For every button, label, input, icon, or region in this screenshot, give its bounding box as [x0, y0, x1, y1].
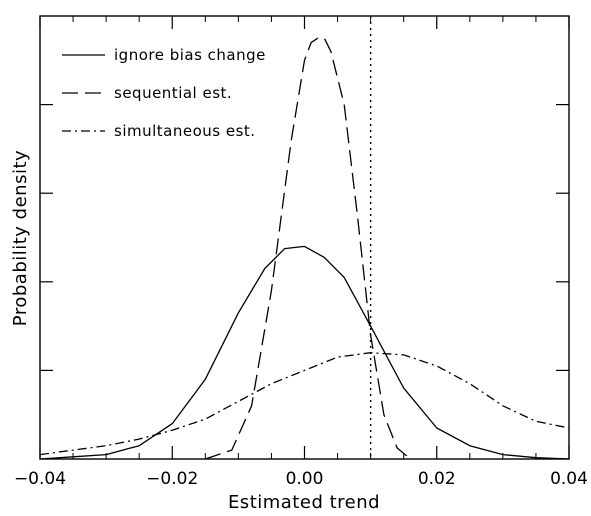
density-curves [39, 37, 570, 460]
plot-frame [39, 15, 570, 460]
x-axis-label: Estimated trend [228, 492, 380, 513]
x-tick-label: −0.02 [146, 469, 198, 489]
axis-ticks: −0.04 −0.02 0.00 0.02 0.04 [14, 16, 588, 489]
y-axis-label: Probability density [10, 150, 31, 326]
legend: ignore bias change sequential est. simulta… [62, 46, 266, 140]
series-line-3 [39, 352, 570, 456]
legend-label: sequential est. [114, 84, 232, 102]
series-line-1 [39, 245, 570, 460]
x-tick-label: 0.02 [418, 469, 456, 489]
x-tick-label: 0.04 [550, 469, 588, 489]
legend-label: simultaneous est. [114, 122, 256, 140]
x-tick-label: −0.04 [14, 469, 66, 489]
x-tick-label: 0.00 [286, 469, 324, 489]
legend-label: ignore bias change [114, 46, 266, 64]
